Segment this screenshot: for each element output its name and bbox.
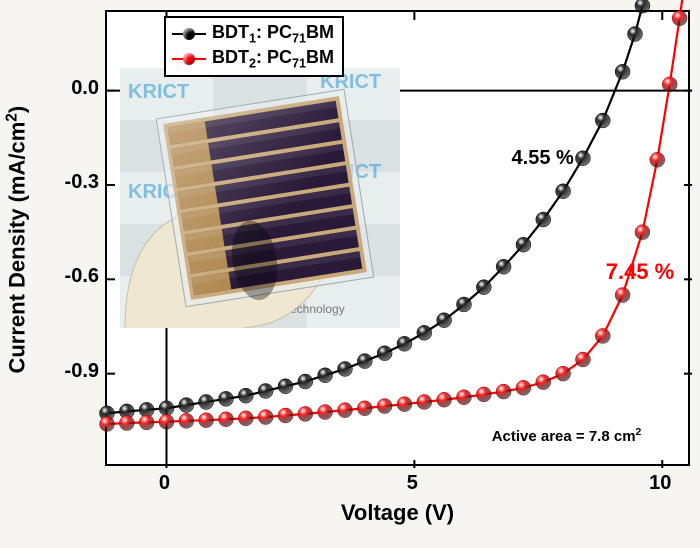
- legend-swatch: [172, 52, 206, 66]
- series-marker: [476, 387, 491, 402]
- y-axis-label: Current Density (mA/cm2): [3, 90, 30, 390]
- legend-item: BDT1: PC71BM: [172, 22, 334, 47]
- series-marker: [298, 374, 313, 389]
- legend: BDT1: PC71BMBDT2: PC71BM: [164, 16, 344, 77]
- x-tick-label: 5: [392, 472, 432, 495]
- series-marker: [199, 413, 214, 428]
- series-marker: [536, 375, 551, 390]
- series-marker: [595, 328, 610, 343]
- series-marker: [476, 280, 491, 295]
- series-marker: [496, 259, 511, 274]
- series-marker: [139, 415, 154, 430]
- series-marker: [650, 152, 665, 167]
- annotation: 7.45 %: [606, 259, 675, 285]
- annotation: 4.55 %: [512, 147, 574, 170]
- series-marker: [575, 352, 590, 367]
- series-marker: [437, 313, 452, 328]
- series-marker: [397, 336, 412, 351]
- series-marker: [627, 27, 642, 42]
- series-marker: [199, 394, 214, 409]
- series-marker: [218, 391, 233, 406]
- series-marker: [635, 225, 650, 240]
- series-marker: [357, 401, 372, 416]
- series-marker: [258, 383, 273, 398]
- series-marker: [417, 394, 432, 409]
- series-marker: [179, 413, 194, 428]
- annotation: Active area = 7.8 cm2: [492, 426, 642, 445]
- series-marker: [615, 288, 630, 303]
- series-marker: [516, 380, 531, 395]
- legend-swatch: [172, 27, 206, 41]
- series-marker: [595, 113, 610, 128]
- series-marker: [238, 388, 253, 403]
- series-marker: [119, 416, 134, 431]
- series-marker: [278, 379, 293, 394]
- series-marker: [238, 411, 253, 426]
- y-tick-label: 0.0: [39, 77, 99, 100]
- series-marker: [357, 354, 372, 369]
- series-marker: [397, 397, 412, 412]
- series-marker: [159, 401, 174, 416]
- series-marker: [159, 414, 174, 429]
- series-marker: [258, 410, 273, 425]
- series-marker: [536, 212, 551, 227]
- series-marker: [516, 237, 531, 252]
- legend-item: BDT2: PC71BM: [172, 47, 334, 72]
- series-marker: [298, 406, 313, 421]
- x-tick-label: 0: [144, 472, 184, 495]
- y-tick-label: -0.6: [39, 265, 99, 288]
- series-marker: [179, 398, 194, 413]
- series-marker: [337, 361, 352, 376]
- svg-text:KRICT: KRICT: [128, 81, 189, 103]
- x-axis-label: Voltage (V): [105, 500, 690, 526]
- series-marker: [556, 366, 571, 381]
- series-marker: [615, 64, 630, 79]
- series-marker: [278, 408, 293, 423]
- series-marker: [662, 77, 677, 92]
- series-marker: [318, 405, 333, 420]
- legend-label: BDT2: PC71BM: [212, 47, 334, 72]
- series-marker: [218, 412, 233, 427]
- series-marker: [456, 390, 471, 405]
- series-marker: [337, 403, 352, 418]
- series-marker: [496, 384, 511, 399]
- chart-frame: KRICTKRICTKRICTKRICTKRICTechnology BDT1:…: [0, 0, 700, 548]
- x-tick-label: 10: [640, 472, 680, 495]
- series-marker: [417, 325, 432, 340]
- series-marker: [100, 416, 115, 431]
- series-marker: [377, 399, 392, 414]
- series-marker: [377, 346, 392, 361]
- inset-photo: KRICTKRICTKRICTKRICTKRICTechnology: [120, 68, 400, 328]
- y-tick-label: -0.9: [39, 360, 99, 383]
- series-marker: [318, 368, 333, 383]
- series-marker: [556, 184, 571, 199]
- series-marker: [575, 151, 590, 166]
- series-marker: [672, 11, 687, 26]
- series-marker: [456, 297, 471, 312]
- plot-area: KRICTKRICTKRICTKRICTKRICTechnology BDT1:…: [105, 10, 690, 466]
- series-marker: [635, 0, 650, 13]
- inset-svg: KRICTKRICTKRICTKRICTKRICTechnology: [120, 68, 400, 328]
- series-marker: [437, 392, 452, 407]
- legend-label: BDT1: PC71BM: [212, 22, 334, 47]
- y-tick-label: -0.3: [39, 171, 99, 194]
